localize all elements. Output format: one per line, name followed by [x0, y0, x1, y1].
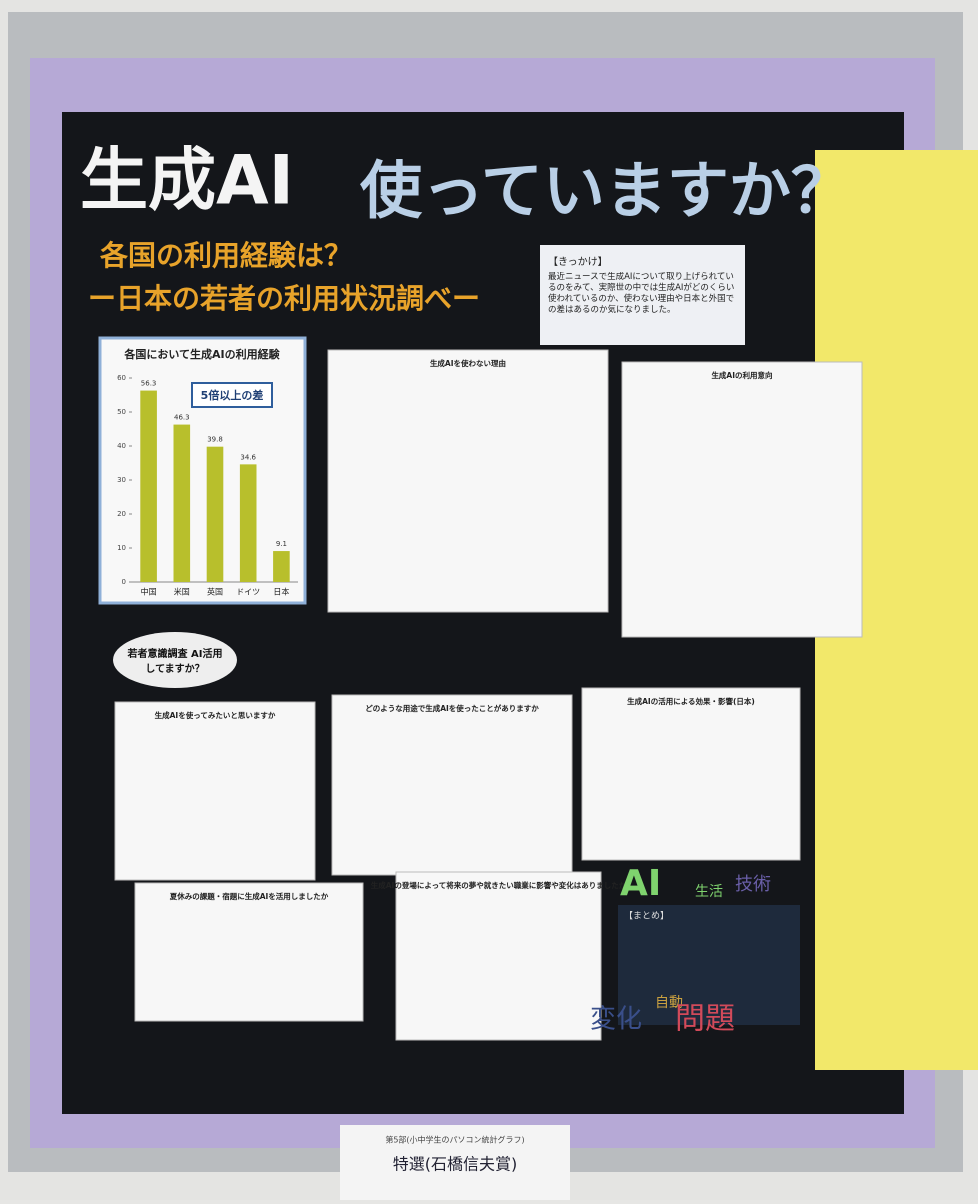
y-tick-label: 60: [117, 374, 126, 382]
word: 問題: [675, 1002, 735, 1037]
callout: 5倍以上の差: [201, 388, 264, 402]
bubble-text: 若者意識調査 AI活用してますか？: [127, 649, 223, 675]
x-tick-label: 日本: [273, 587, 289, 597]
y-tick-label: 10: [117, 544, 126, 552]
word: 技術: [735, 874, 771, 895]
y-tick-label: 0: [122, 578, 126, 586]
value-label: 46.3: [174, 414, 190, 422]
x-tick-label: 中国: [141, 587, 157, 597]
title-b: 使っていますか？: [360, 154, 853, 227]
plaque: [340, 1125, 570, 1200]
word: 生活: [695, 884, 723, 900]
y-tick-label: 30: [117, 476, 126, 484]
trigger-text: 最近ニュースで生成AIについて取り上げられているのをみて、実際世の中では生成AI…: [548, 272, 735, 315]
x-tick-label: 英国: [207, 587, 223, 597]
value-label: 39.8: [207, 436, 223, 444]
word: 自動: [655, 995, 683, 1011]
bubble: [113, 632, 237, 688]
x-tick-label: ドイツ: [236, 588, 260, 597]
panel-title: 生成AIを使ってみたいと思いますか: [155, 710, 276, 720]
chart1-title: 各国において生成AIの利用経験: [123, 347, 280, 361]
chart-panel: [134, 882, 364, 1022]
chart-panel: [581, 687, 801, 861]
panel-title: 夏休みの課題・宿題に生成AIを活用しましたか: [169, 891, 329, 901]
bar: [173, 424, 191, 582]
summary-box: [618, 905, 800, 1025]
panel-title: 生成AIの利用意向: [711, 370, 772, 380]
value-label: 34.6: [240, 453, 256, 461]
bar: [206, 446, 224, 582]
trigger-heading: 【きっかけ】: [548, 256, 608, 268]
value-label: 9.1: [276, 540, 287, 548]
subtitle: 各国の利用経験は？: [99, 239, 352, 272]
panel-title: 生成AIを使わない理由: [430, 358, 506, 368]
chart-panel: [327, 349, 609, 613]
trigger-body: 最近ニュースで生成AIについて取り上げられているのをみて、実際世の中では生成AI…: [548, 272, 735, 315]
plaque-small: 第5部(小中学生のパソコン統計グラフ): [385, 1135, 524, 1145]
x-tick-label: 米国: [174, 587, 190, 597]
bar: [140, 390, 157, 582]
chart-panel: [114, 701, 316, 881]
y-tick-label: 40: [117, 442, 126, 450]
value-label: 56.3: [141, 380, 157, 388]
plaque-title: 特選(石橋信夫賞): [393, 1155, 518, 1174]
chart-panel: [331, 694, 573, 876]
y-tick-label: 20: [117, 510, 126, 518]
panel-title: どのような用途で生成AIを使ったことがありますか: [365, 703, 539, 713]
y-tick-label: 50: [117, 408, 126, 416]
bar: [273, 551, 290, 582]
callout-box: [191, 382, 273, 408]
bar: [239, 464, 257, 582]
word: 変化: [590, 1005, 642, 1035]
panel-title: 生成AIの登場によって将来の夢や就きたい職業に影響や変化はありましたか: [371, 880, 627, 890]
bubble-text-wrap: 若者意識調査 AI活用してますか？: [127, 649, 223, 675]
title-a: 生成AI: [80, 142, 294, 221]
subtitle2: ー日本の若者の利用状況調べー: [88, 282, 480, 315]
summary-heading: 【まとめ】: [624, 911, 669, 922]
panel-title: 生成AIの活用による効果・影響(日本): [627, 696, 755, 706]
trigger-box: [540, 245, 745, 345]
chart-panel: [621, 361, 863, 638]
word: AI: [620, 863, 661, 904]
chart-panel: [395, 871, 602, 1041]
